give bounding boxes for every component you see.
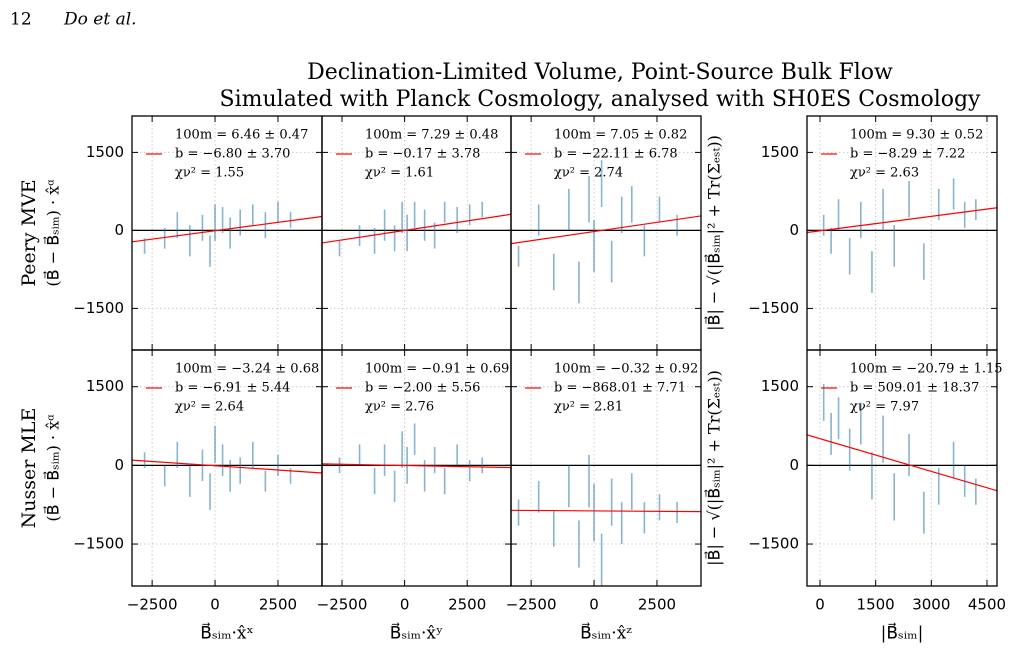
plot-area (132, 350, 322, 586)
plot-area (511, 116, 701, 350)
fit-annotation: b = 509.01 ± 18.37 (850, 381, 979, 396)
fit-annotation: χν² = 1.55 (175, 166, 244, 181)
y-tick-label: −1500 (73, 299, 124, 317)
page-number: 12 (10, 10, 32, 30)
fit-annotation: b = −0.17 ± 3.78 (365, 147, 480, 162)
fit-annotation: 100m = −3.24 ± 0.68 (175, 362, 319, 377)
y-tick-label: 1500 (86, 377, 124, 395)
x-tick-label: 0 (815, 596, 825, 614)
y-tick-label: 0 (114, 221, 124, 239)
fit-annotation: b = −6.80 ± 3.70 (175, 147, 290, 162)
y-tick-label: −1500 (748, 299, 799, 317)
fit-line (511, 215, 701, 245)
fit-annotation: χν² = 2.76 (365, 400, 434, 415)
plot-area (511, 350, 701, 586)
fit-annotation: 100m = −0.32 ± 0.92 (554, 362, 698, 377)
y-tick-label: 1500 (761, 377, 799, 395)
title-line: Simulated with Planck Cosmology, analyse… (220, 87, 982, 112)
y-tick-label: 0 (789, 221, 799, 239)
title-line: Declination-Limited Volume, Point-Source… (307, 60, 893, 85)
x-tick-label: 0 (589, 596, 599, 614)
fit-annotation: χν² = 2.64 (175, 400, 244, 415)
x-tick-label: 4500 (968, 596, 1006, 614)
fit-annotation: χν² = 2.63 (850, 166, 919, 181)
fit-line (511, 509, 701, 513)
y-tick-label: 1500 (86, 143, 124, 161)
row-label: Nusser MLE (18, 408, 40, 529)
plot-area (322, 116, 511, 350)
x-tick-label: 2500 (259, 596, 297, 614)
fit-line (322, 213, 511, 244)
fit-annotation: χν² = 2.81 (554, 400, 623, 415)
fit-line (807, 434, 997, 492)
x-tick-label: 0 (210, 596, 220, 614)
y-axis-label: (B⃗ − B⃗ₛᵢₘ) · x̂ᵅ (43, 414, 63, 522)
fit-annotation: χν² = 7.97 (850, 400, 919, 415)
x-tick-label: 1500 (857, 596, 895, 614)
y-axis-label: |B⃗| − √(|B⃗ₛᵢₘ|² + Tr(Σₑₛₜ)) (704, 370, 724, 566)
x-tick-label: 3000 (912, 596, 950, 614)
y-tick-label: 0 (789, 456, 799, 474)
x-tick-label: −2500 (127, 596, 178, 614)
fit-annotation: 100m = 6.46 ± 0.47 (175, 128, 308, 143)
plot-area (132, 116, 322, 350)
plot-area (807, 116, 997, 350)
y-tick-label: −1500 (73, 535, 124, 553)
fit-annotation: 100m = −20.79 ± 1.15 (850, 362, 1003, 377)
fit-annotation: b = −22.11 ± 6.78 (554, 147, 678, 162)
fit-line (132, 459, 322, 474)
frame (510, 349, 702, 587)
x-tick-label: −2500 (317, 596, 368, 614)
y-tick-label: −1500 (748, 535, 799, 553)
y-tick-label: 1500 (761, 143, 799, 161)
authors: Do et al. (63, 10, 137, 30)
x-axis-label: B⃗ₛᵢₘ·x̂ʸ (390, 622, 443, 643)
fit-annotation: b = −868.01 ± 7.71 (554, 381, 686, 396)
fit-annotation: χν² = 2.74 (554, 166, 623, 181)
x-tick-label: 2500 (448, 596, 486, 614)
fit-annotation: 100m = 7.05 ± 0.82 (554, 128, 687, 143)
y-axis-label: (B⃗ − B⃗ₛᵢₘ) · x̂ᵅ (43, 179, 63, 287)
x-axis-label: B⃗ₛᵢₘ·x̂ˣ (200, 622, 253, 643)
fit-annotation: χν² = 1.61 (365, 166, 434, 181)
fit-annotation: 100m = −0.91 ± 0.69 (365, 362, 509, 377)
y-axis-label: |B⃗| − √(|B⃗ₛᵢₘ|² + Tr(Σₑₛₜ)) (704, 135, 724, 331)
x-tick-label: 2500 (638, 596, 676, 614)
fit-line (322, 463, 511, 469)
fit-line (807, 207, 997, 234)
plot-area (807, 350, 997, 586)
fit-annotation: 100m = 9.30 ± 0.52 (850, 128, 983, 143)
x-axis-label: |B⃗ₛᵢₘ| (881, 622, 924, 643)
fit-annotation: b = −2.00 ± 5.56 (365, 381, 480, 396)
x-tick-label: 0 (400, 596, 410, 614)
x-tick-label: −2500 (506, 596, 557, 614)
frame (806, 349, 998, 587)
fit-annotation: b = −8.29 ± 7.22 (850, 147, 965, 162)
x-axis-label: B⃗ₛᵢₘ·x̂ᶻ (580, 622, 632, 643)
row-label: Peery MVE (18, 179, 40, 286)
fit-annotation: b = −6.91 ± 5.44 (175, 381, 290, 396)
fit-annotation: 100m = 7.29 ± 0.48 (365, 128, 498, 143)
y-tick-label: 0 (114, 456, 124, 474)
plot-area (322, 350, 511, 586)
fit-line (132, 215, 322, 243)
